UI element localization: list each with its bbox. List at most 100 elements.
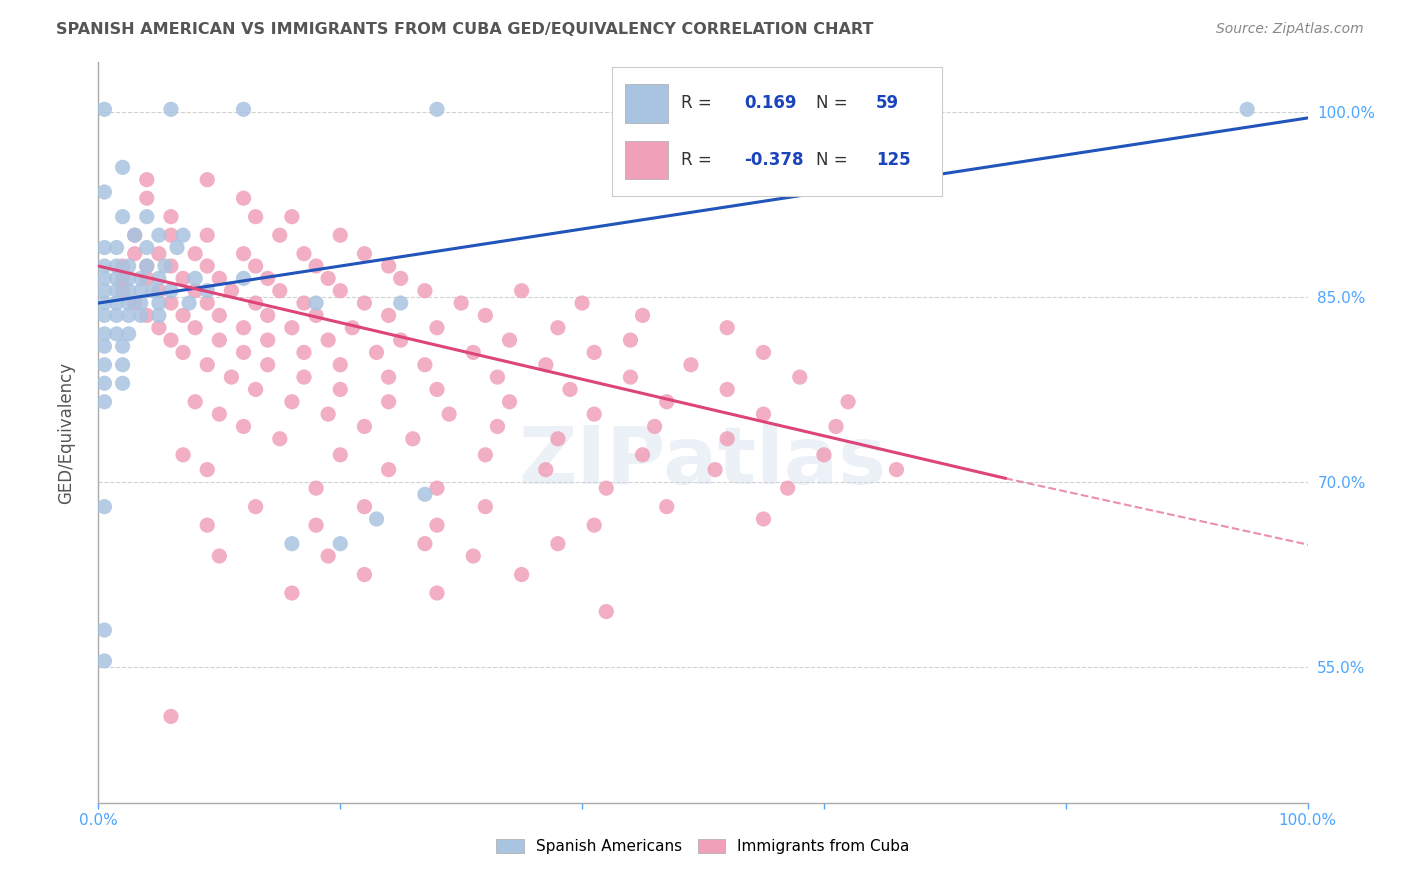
Point [329, 383, 352, 397]
Point [655, 500, 678, 514]
Point [292, 345, 315, 359]
Point [148, 284, 170, 298]
Point [93, 500, 115, 514]
Point [245, 210, 267, 224]
Point [135, 172, 157, 186]
Point [111, 271, 134, 285]
Point [184, 394, 207, 409]
Point [510, 567, 533, 582]
Point [105, 309, 128, 323]
Point [644, 419, 666, 434]
Point [93, 240, 115, 255]
Point [245, 296, 267, 310]
Point [631, 448, 654, 462]
Point [583, 345, 606, 359]
Point [232, 271, 254, 285]
Point [534, 358, 557, 372]
Point [93, 296, 115, 310]
Point [547, 320, 569, 334]
Point [195, 296, 218, 310]
Point [655, 394, 678, 409]
Point [135, 259, 157, 273]
Point [179, 296, 201, 310]
Point [129, 284, 152, 298]
Point [305, 309, 328, 323]
Point [305, 481, 328, 495]
Text: 125: 125 [876, 151, 911, 169]
Point [195, 259, 218, 273]
Point [474, 448, 496, 462]
Point [245, 383, 267, 397]
Point [256, 271, 278, 285]
Point [558, 383, 581, 397]
Text: Source: ZipAtlas.com: Source: ZipAtlas.com [1216, 22, 1364, 37]
Point [172, 228, 194, 243]
Point [93, 103, 115, 117]
Point [208, 407, 231, 421]
Point [342, 320, 364, 334]
Point [160, 228, 183, 243]
Point [111, 284, 134, 298]
Point [716, 383, 738, 397]
Point [571, 296, 593, 310]
Point [160, 284, 183, 298]
Point [704, 463, 727, 477]
Point [148, 271, 170, 285]
Point [195, 358, 218, 372]
Point [377, 259, 399, 273]
Point [135, 240, 157, 255]
Point [437, 407, 460, 421]
Point [93, 284, 115, 298]
Point [124, 296, 146, 310]
Point [184, 320, 207, 334]
Text: R =: R = [681, 95, 711, 112]
Point [1236, 103, 1258, 117]
Point [160, 333, 183, 347]
Point [305, 518, 328, 533]
Point [752, 345, 775, 359]
Text: N =: N = [817, 95, 848, 112]
Point [463, 345, 485, 359]
Point [595, 481, 617, 495]
Point [148, 246, 170, 260]
Point [118, 284, 141, 298]
Point [111, 339, 134, 353]
Point [232, 191, 254, 205]
Point [413, 537, 436, 551]
Point [474, 500, 496, 514]
Point [118, 296, 141, 310]
Point [631, 309, 654, 323]
Point [353, 296, 375, 310]
Point [135, 271, 157, 285]
Point [329, 358, 352, 372]
Point [366, 512, 388, 526]
Point [353, 246, 375, 260]
Point [160, 296, 183, 310]
Point [353, 567, 375, 582]
Point [463, 549, 485, 563]
Point [426, 383, 449, 397]
Point [256, 309, 278, 323]
Point [195, 518, 218, 533]
Point [111, 161, 134, 175]
Text: ZIPatlas: ZIPatlas [519, 423, 887, 501]
Point [679, 358, 702, 372]
Point [353, 419, 375, 434]
Point [93, 326, 115, 341]
Point [269, 228, 291, 243]
Point [292, 246, 315, 260]
Point [93, 654, 115, 668]
Point [377, 309, 399, 323]
Point [160, 709, 183, 723]
Point [776, 481, 799, 495]
Point [305, 296, 328, 310]
Point [232, 320, 254, 334]
Point [208, 271, 231, 285]
Point [232, 345, 254, 359]
Point [195, 228, 218, 243]
Point [292, 296, 315, 310]
Point [281, 320, 304, 334]
Point [111, 358, 134, 372]
Point [195, 284, 218, 298]
Point [547, 432, 569, 446]
